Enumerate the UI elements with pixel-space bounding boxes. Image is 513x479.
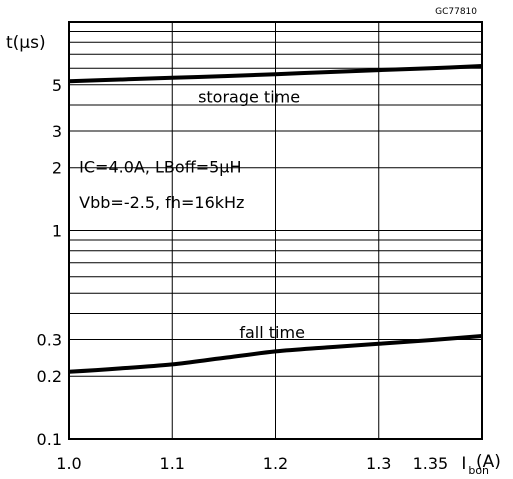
x-tick-label: 1.35 [413,454,449,473]
series-label: storage time [198,88,300,107]
x-tick-label: 1.3 [366,454,391,473]
annotation-text: Vbb=-2.5, fh=16kHz [79,193,244,212]
x-tick-label: 1.2 [263,454,288,473]
series-line-1 [68,334,483,374]
series-lines [68,64,483,374]
chart-labels: GC77810 t(μs) I bon (A) 1.0 1.1 1.2 1.3 1.35… [6,7,501,477]
chart-code-label: GC77810 [435,7,477,17]
series-line-0 [68,64,483,84]
y-tick-label: 0.1 [37,430,62,449]
y-tick-label: 2 [52,159,62,178]
y-axis-label: t(μs) [6,33,46,53]
series-label: fall time [239,323,305,342]
y-tick-label: 3 [52,122,62,141]
x-tick-label: 1.1 [160,454,185,473]
y-tick-label: 0.3 [37,331,62,350]
y-tick-label: 1 [52,222,62,241]
y-tick-label: 5 [52,76,62,95]
y-tick-label: 0.2 [37,367,62,386]
annotation-text: IC=4.0A, LBoff=5μH [79,157,241,176]
x-tick-label: 1.0 [56,454,81,473]
grid [68,21,483,440]
x-axis-unit: (A) [476,452,501,472]
x-axis-label-subscript: bon [468,464,489,477]
x-axis-label: I [461,454,466,474]
plot-frame [68,21,483,440]
